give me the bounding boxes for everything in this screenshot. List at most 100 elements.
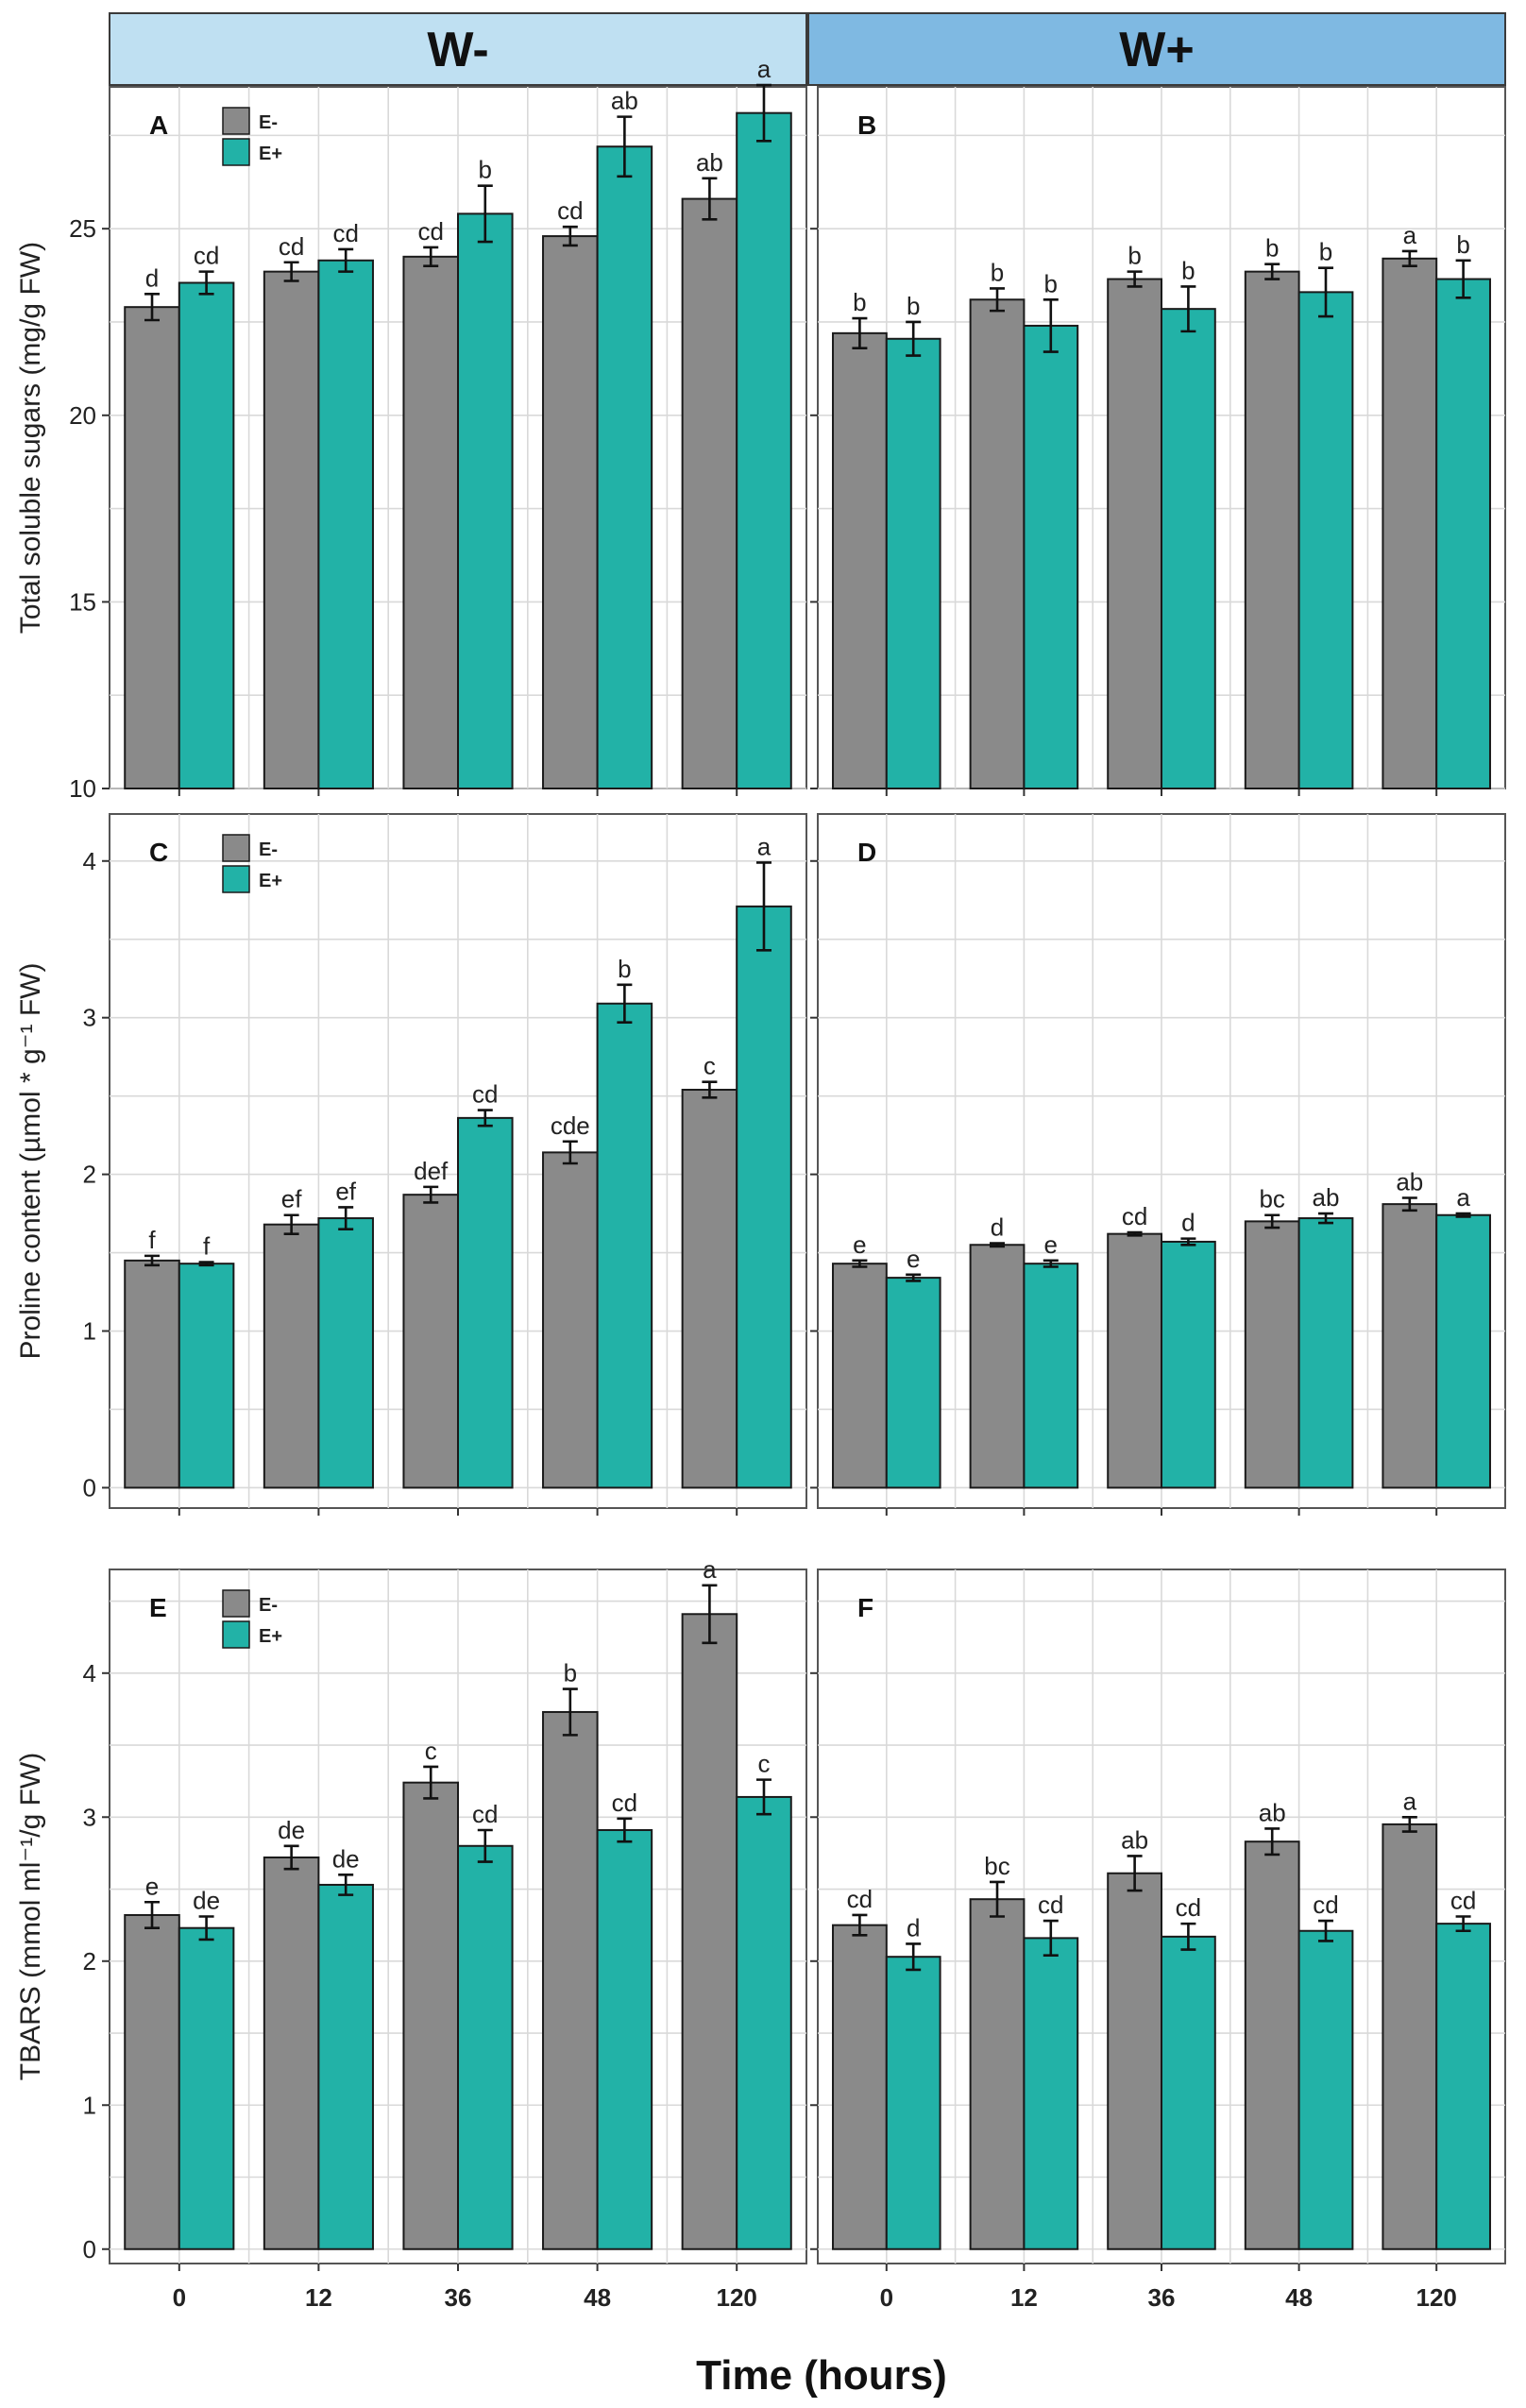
panel-d-error-bar (1317, 1212, 1333, 1225)
panel-c-error-bar (423, 1185, 439, 1204)
panel-a-y-tick-label: 15 (69, 587, 96, 616)
panel-f-x-tick-label: 48 (1285, 2283, 1313, 2312)
panel-f-error-bar (1317, 1919, 1333, 1942)
panel-b-bar-e-minus (1382, 257, 1438, 790)
panel-a-legend-swatch-e-plus (222, 138, 250, 166)
panel-e-significance-letter: de (332, 1844, 360, 1873)
panel-f-error-bar (852, 1913, 868, 1937)
panel-a-bar-e-minus (263, 270, 320, 789)
panel-e-y-tick-label: 2 (83, 1947, 96, 1976)
panel-f-error-bar (1401, 1815, 1417, 1833)
panel-d-error-bar (1264, 1213, 1280, 1229)
panel-e-legend: E- E+ (222, 1589, 282, 1649)
panel-b-error-bar (1264, 263, 1280, 280)
panel-e-y-tick-label: 0 (83, 2235, 96, 2264)
panel-d-significance-letter: ab (1396, 1167, 1423, 1196)
panel-b-error-bar (1043, 297, 1059, 353)
panel-e-significance-letter: de (278, 1816, 305, 1844)
panel-b-bar-e-minus (1107, 278, 1162, 790)
panel-a-bar-e-minus (542, 235, 599, 790)
panel-e-legend-label-e-plus: E+ (259, 1626, 282, 1647)
panel-a-bar-e-minus (681, 197, 738, 789)
panel-c-y-tick-label: 0 (83, 1473, 96, 1501)
panel-f-significance-letter: cd (1313, 1891, 1338, 1919)
panel-d-error-bar (1180, 1237, 1196, 1246)
panel-e-y-tick-label: 4 (83, 1659, 96, 1687)
panel-f-significance-letter: bc (984, 1852, 1009, 1880)
panel-a-significance-letter: cd (557, 196, 583, 225)
panel-a-error-bar (283, 261, 299, 282)
panel-e-error-bar (477, 1828, 493, 1863)
panel-d-error-bar (906, 1273, 922, 1282)
panel-a-significance-letter: ab (696, 148, 723, 177)
panel-f: cd bc ab ab a d cd cd cd cd F 0 12 36 48 120 (810, 1569, 1506, 2312)
panel-a-significance-letter: cd (417, 217, 443, 246)
panel-f-error-bar (1264, 1827, 1280, 1857)
panel-f-significance-letter: cd (1450, 1887, 1476, 1915)
panel-e-legend-swatch-e-minus (222, 1589, 250, 1618)
panel-b-error-bar (852, 316, 868, 349)
panel-e-x-tick-label: 0 (173, 2283, 186, 2312)
panel-a-error-bar (144, 293, 161, 322)
panel-f-bar-e-minus (832, 1924, 888, 2250)
panel-a-legend-swatch-e-minus (222, 107, 250, 135)
panel-f-x-tick-label: 0 (880, 2283, 893, 2312)
panel-c-y-tick-label: 2 (83, 1161, 96, 1189)
panel-f-error-bar (1043, 1919, 1059, 1957)
panel-c-error-bar (144, 1254, 161, 1267)
panel-e-error-bar (338, 1873, 354, 1896)
panel-c-legend-label-e-plus: E+ (259, 871, 282, 891)
panel-c-y-axis-label: Proline content (µmol * g⁻¹ FW) (15, 963, 46, 1360)
panel-a-bar-e-minus (402, 255, 460, 789)
panel-e-error-bar (144, 1900, 161, 1929)
panel-e-significance-letter: cd (472, 1800, 498, 1828)
panel-e-significance-letter: de (193, 1887, 220, 1915)
panel-c-error-bar (562, 1140, 578, 1165)
panel-e-bar-e-minus (681, 1613, 738, 2250)
panel-b-significance-letter: b (1265, 234, 1279, 263)
panel-b-letter: B (857, 110, 876, 140)
panel-f-error-bar (906, 1942, 922, 1972)
panel-b-bar-e-minus (1244, 270, 1300, 789)
panel-c-bar-e-plus (596, 1002, 653, 1489)
panel-b-error-bar (990, 287, 1006, 313)
header-w-plus-label: W+ (1119, 23, 1194, 77)
panel-f-bar-e-plus (1023, 1937, 1079, 2250)
panel-c-significance-letter: def (414, 1157, 449, 1185)
panel-f-significance-letter: a (1403, 1787, 1417, 1815)
panel-a-error-bar (562, 225, 578, 247)
panel-e-x-tick-label: 36 (445, 2283, 472, 2312)
panel-a-significance-letter: cd (332, 219, 358, 247)
panel-e-significance-letter: b (564, 1659, 577, 1687)
header-w-plus-box (807, 12, 1506, 86)
panel-e-error-bar (755, 1778, 771, 1816)
panel-e-significance-letter: c (425, 1737, 437, 1765)
panel-f-bar-e-minus (969, 1898, 1026, 2250)
panel-c-bar-e-minus (402, 1194, 460, 1489)
panel-e-legend-swatch-e-plus (222, 1620, 250, 1649)
panel-d-significance-letter: e (907, 1245, 920, 1273)
panel-e-significance-letter: cd (612, 1789, 637, 1817)
panel-c-significance-letter: ef (281, 1185, 302, 1213)
panel-a-bar-e-plus (596, 145, 653, 789)
panel-c-legend-swatch-e-plus (222, 865, 250, 893)
panel-e-significance-letter: a (703, 1555, 717, 1584)
panel-c-significance-letter: f (148, 1226, 156, 1254)
panel-c: 0 1 2 3 4 f ef def cde c f ef cd b a C E- E+ Proline conte… (15, 813, 807, 1516)
panel-d-error-bar (1455, 1212, 1471, 1218)
panel-c-error-bar (198, 1261, 214, 1267)
panel-f-significance-letter: cd (1038, 1891, 1063, 1919)
panel-c-bar-e-plus (736, 905, 792, 1489)
panel-a-error-bar (198, 270, 214, 296)
panel-e-error-bar (198, 1915, 214, 1942)
panel-a-significance-letter: d (145, 263, 159, 292)
panel-d-bar-e-plus (1161, 1240, 1216, 1489)
panel-d-error-bar (990, 1242, 1006, 1248)
x-axis-title: Time (hours) (696, 2352, 947, 2399)
panel-f-bar-e-plus (1161, 1935, 1216, 2250)
panel-a-bar-e-plus (317, 259, 374, 789)
panel-a-legend-label-e-plus: E+ (259, 144, 282, 164)
header-w-minus-box (109, 12, 807, 86)
